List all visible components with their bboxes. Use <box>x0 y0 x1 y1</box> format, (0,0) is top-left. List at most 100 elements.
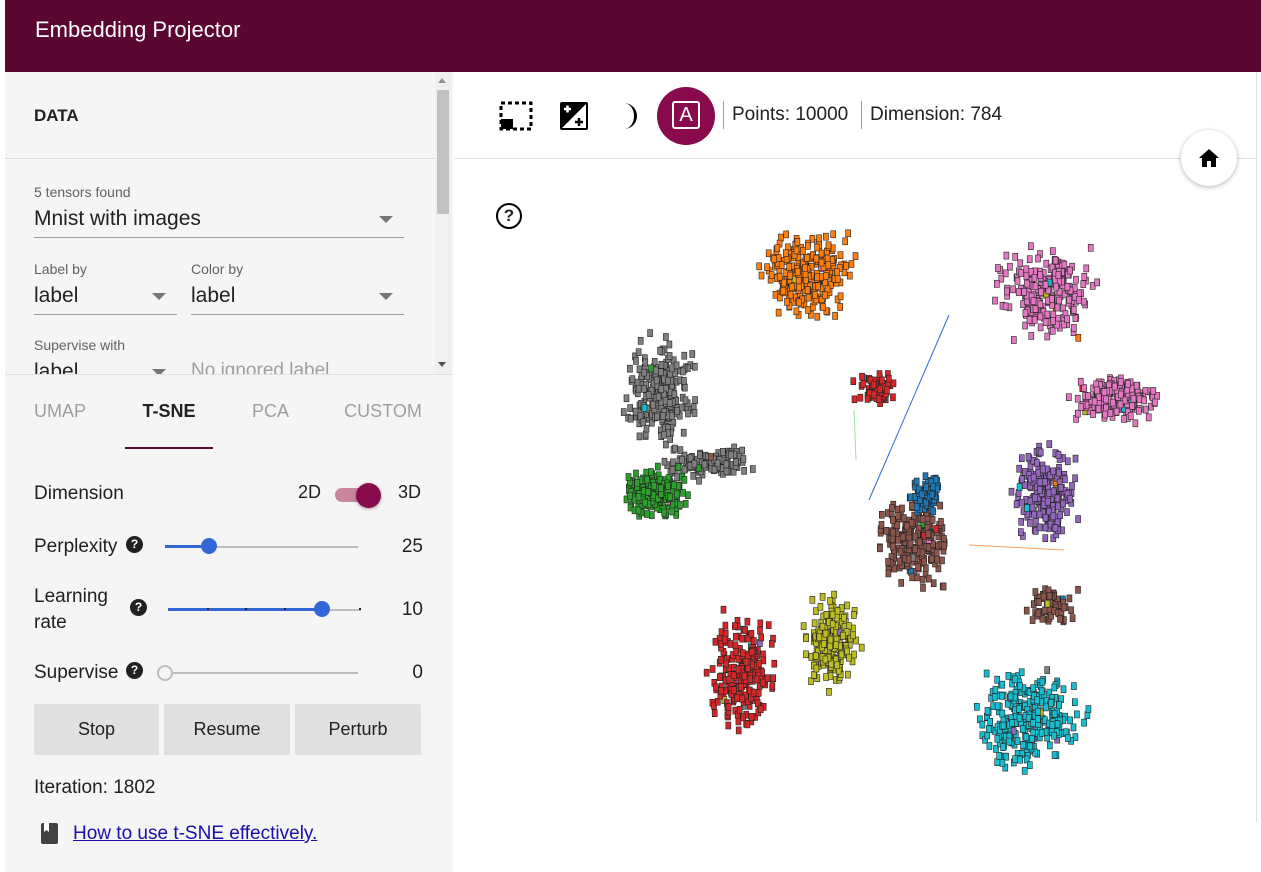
scatter-point[interactable] <box>703 668 710 677</box>
scatter-point[interactable] <box>1077 377 1084 386</box>
scatter-point[interactable] <box>658 361 665 369</box>
scatter-point[interactable] <box>1018 454 1025 463</box>
scatter-point[interactable] <box>813 607 819 616</box>
scatter-point[interactable] <box>1034 715 1041 724</box>
scatter-point[interactable] <box>645 488 651 496</box>
scatter-point[interactable] <box>718 655 724 664</box>
scatter-point[interactable] <box>1081 718 1087 727</box>
scatter-point[interactable] <box>1012 755 1019 764</box>
scatter-point[interactable] <box>823 232 829 241</box>
scatter-point[interactable] <box>1023 755 1030 764</box>
scatter-point[interactable] <box>753 675 760 684</box>
scatter-point[interactable] <box>680 488 686 497</box>
scatter-point[interactable] <box>758 271 765 280</box>
scatter-point[interactable] <box>925 574 932 583</box>
scatter-point[interactable] <box>889 515 896 524</box>
scatter-point[interactable] <box>1057 511 1064 520</box>
scatter-point[interactable] <box>1080 280 1087 288</box>
tab-pca[interactable]: PCA <box>251 401 289 421</box>
scatter-point[interactable] <box>809 235 816 243</box>
scatter-point[interactable] <box>851 650 857 659</box>
scatter-point[interactable] <box>1026 688 1033 696</box>
scatter-point[interactable] <box>891 564 898 573</box>
scatter-point[interactable] <box>1010 727 1017 735</box>
scatter-point[interactable] <box>692 396 698 404</box>
scatter-point[interactable] <box>748 648 755 656</box>
scatter-point[interactable] <box>1055 468 1062 477</box>
scatter-point[interactable] <box>1027 518 1033 527</box>
scatter-point[interactable] <box>915 563 921 572</box>
scatter-point[interactable] <box>1037 312 1044 321</box>
scatter-point[interactable] <box>637 412 644 421</box>
scatter-point[interactable] <box>1078 403 1085 411</box>
scatter-point[interactable] <box>665 482 671 490</box>
scatter-point[interactable] <box>645 391 652 399</box>
scatter-point[interactable] <box>1064 315 1071 323</box>
scatter-point[interactable] <box>1003 752 1009 761</box>
scatter-point[interactable] <box>986 742 993 750</box>
scatter-point[interactable] <box>793 246 800 255</box>
scatter-point[interactable] <box>1049 327 1056 335</box>
stop-button[interactable]: Stop <box>34 704 159 755</box>
scatter-point[interactable] <box>743 658 750 666</box>
scatter-point[interactable] <box>627 404 633 412</box>
scatter-point[interactable] <box>850 611 857 619</box>
scatter-point[interactable] <box>768 271 775 279</box>
scatter-point[interactable] <box>780 287 787 296</box>
scatter-point[interactable] <box>1068 606 1074 615</box>
scatter-point[interactable] <box>919 548 926 557</box>
scatter-point[interactable] <box>1037 300 1044 309</box>
scatter-point[interactable] <box>775 308 782 317</box>
scatter-point[interactable] <box>1019 475 1026 484</box>
scatter-point[interactable] <box>1050 512 1057 521</box>
scatter-point[interactable] <box>1016 704 1022 713</box>
scatter-point[interactable] <box>904 522 910 531</box>
scatter-point[interactable] <box>1038 729 1045 737</box>
scatter-point[interactable] <box>1109 398 1116 407</box>
scatter-point[interactable] <box>1085 705 1092 713</box>
label-by-select[interactable]: label <box>34 281 177 315</box>
scatter-point[interactable] <box>755 688 762 697</box>
scatter-point[interactable] <box>708 453 714 461</box>
scatter-point[interactable] <box>1070 306 1077 314</box>
scatter-point[interactable] <box>1072 314 1079 322</box>
scatter-point[interactable] <box>1031 316 1038 324</box>
scatter-point[interactable] <box>1113 407 1120 416</box>
scatter-point[interactable] <box>899 504 905 513</box>
scatter-point[interactable] <box>709 665 716 673</box>
scatter-point[interactable] <box>1021 288 1027 296</box>
scatter-point[interactable] <box>1041 478 1048 486</box>
scatter-point[interactable] <box>1071 324 1077 332</box>
scatter-point[interactable] <box>776 272 783 281</box>
scatter-point[interactable] <box>842 237 849 246</box>
scatter-point[interactable] <box>735 726 742 735</box>
scatter-point[interactable] <box>725 703 732 712</box>
scatter-point[interactable] <box>742 626 748 634</box>
scatter-point[interactable] <box>794 268 801 276</box>
scatter-point[interactable] <box>1029 616 1036 624</box>
scatter-point[interactable] <box>788 283 795 291</box>
scatter-point[interactable] <box>1012 253 1019 261</box>
scatter-point[interactable] <box>1130 395 1137 403</box>
scatter-point[interactable] <box>827 642 834 651</box>
tsne-help-link[interactable]: How to use t-SNE effectively. <box>73 823 318 844</box>
scatter-point[interactable] <box>834 268 840 276</box>
scatter-point[interactable] <box>1027 742 1033 751</box>
scatter-point[interactable] <box>757 626 763 635</box>
scatter-point[interactable] <box>1091 397 1098 406</box>
scatter-point[interactable] <box>805 306 811 314</box>
scatter-point[interactable] <box>921 557 927 566</box>
tensor-select[interactable]: Mnist with images <box>34 204 404 238</box>
scatter-point[interactable] <box>641 368 647 377</box>
scatter-point[interactable] <box>919 515 926 523</box>
scatter-point[interactable] <box>836 627 843 636</box>
scatter-point[interactable] <box>642 358 649 367</box>
scatter-point[interactable] <box>1069 482 1075 490</box>
scatter-point[interactable] <box>671 481 677 490</box>
scatter-point[interactable] <box>915 485 922 494</box>
scatter-point[interactable] <box>979 720 986 729</box>
scatter-point[interactable] <box>973 702 980 711</box>
scatter-point[interactable] <box>850 631 856 640</box>
scatter-point[interactable] <box>623 394 630 403</box>
scatter-point[interactable] <box>739 649 746 658</box>
